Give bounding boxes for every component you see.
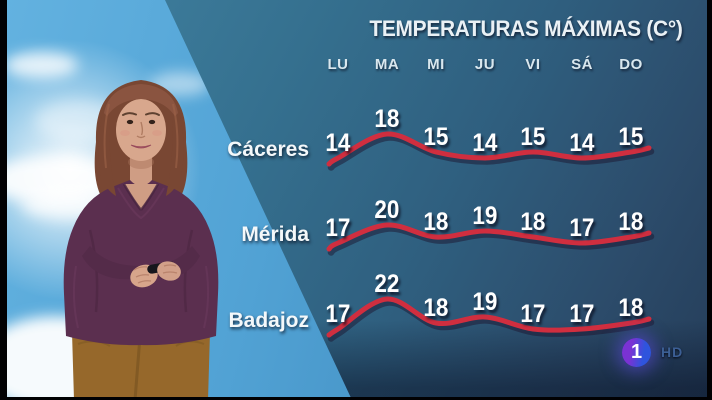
day-label: MA: [374, 56, 400, 73]
channel-number: 1: [630, 341, 643, 363]
temp-value: 15: [520, 123, 546, 151]
day-label: VI: [525, 56, 541, 73]
temp-value: 20: [374, 196, 400, 224]
temp-value: 19: [472, 202, 498, 230]
city-label: Mérida: [241, 223, 309, 246]
temp-value: 14: [325, 129, 351, 157]
letterbox-left: [0, 0, 7, 400]
temp-value: 18: [618, 208, 644, 236]
la1-channel-logo: 1: [622, 338, 651, 367]
day-label: MI: [427, 56, 445, 73]
temp-value: 19: [472, 288, 498, 316]
letterbox-right: [707, 0, 712, 400]
temp-value: 17: [520, 300, 546, 328]
temp-value: 14: [472, 129, 498, 157]
presenter-illustration: [63, 80, 219, 400]
temp-value: 18: [618, 294, 644, 322]
temp-value: 22: [374, 270, 400, 298]
city-label: Cáceres: [227, 138, 309, 161]
temp-value: 17: [569, 300, 595, 328]
cloud: [4, 52, 78, 78]
day-label: DO: [619, 56, 643, 73]
day-label: SÁ: [571, 56, 593, 73]
temp-value: 18: [374, 105, 400, 133]
day-header-row: LU MA MI JU VI SÁ DO: [0, 56, 712, 76]
day-label: LU: [327, 56, 349, 73]
temp-value: 17: [325, 300, 351, 328]
temp-value: 15: [423, 123, 449, 151]
temp-value: 18: [423, 294, 449, 322]
temp-value: 18: [520, 208, 546, 236]
city-label: Badajoz: [228, 309, 309, 332]
temp-value: 14: [569, 129, 595, 157]
day-label: JU: [474, 56, 496, 73]
temp-value: 15: [618, 123, 644, 151]
letterbox-bottom: [0, 397, 712, 400]
hd-badge: HD: [661, 344, 684, 360]
temp-value: 17: [569, 214, 595, 242]
temp-value: 18: [423, 208, 449, 236]
temp-value: 17: [325, 214, 351, 242]
chart-title: TEMPERATURAS MÁXIMAS (C°): [369, 16, 683, 41]
